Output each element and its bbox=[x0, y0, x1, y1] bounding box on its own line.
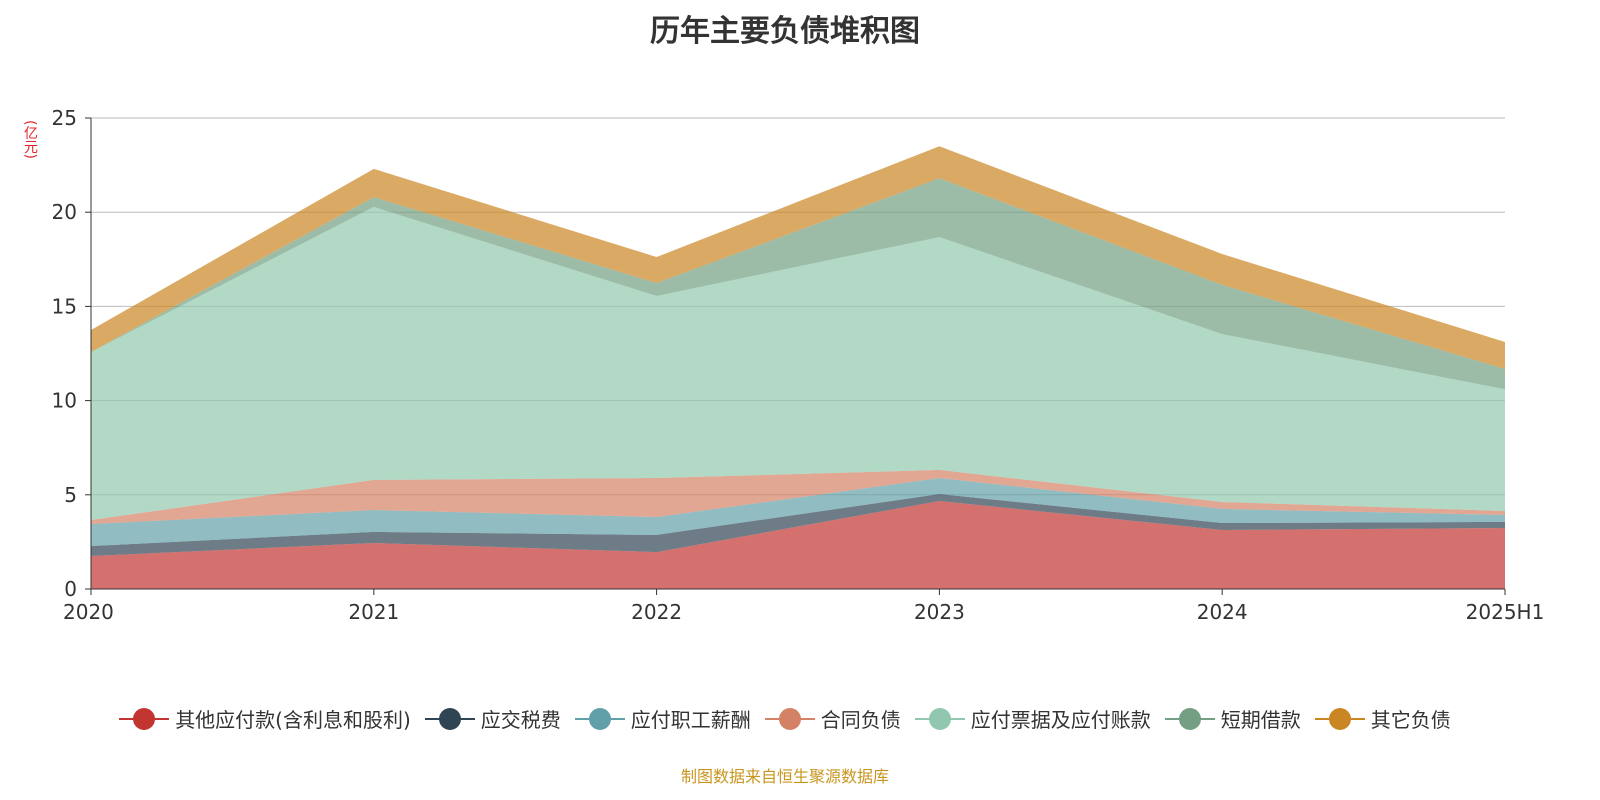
legend-item[interactable]: 其它负债 bbox=[1314, 704, 1451, 733]
legend-item[interactable]: 短期借款 bbox=[1164, 704, 1301, 733]
legend-label: 短期借款 bbox=[1220, 708, 1301, 732]
x-tick-label: 2022 bbox=[631, 600, 682, 624]
x-tick-label: 2025H1 bbox=[1466, 600, 1545, 624]
area-2 bbox=[91, 478, 1505, 547]
legend-marker-icon bbox=[119, 707, 170, 730]
legend-item[interactable]: 合同负债 bbox=[764, 704, 901, 733]
area-1 bbox=[91, 494, 1505, 557]
legend-marker-icon bbox=[1314, 707, 1365, 730]
stacked-area-chart: 0 5 10 15 20 25 2020 2021 2022 2023 2024 2025H1 bbox=[52, 106, 1545, 624]
y-tick-label: 0 bbox=[64, 577, 77, 601]
data-source-note: 制图数据来自恒生聚源数据库 bbox=[680, 767, 889, 786]
y-tick-label: 20 bbox=[52, 200, 77, 224]
legend-marker-icon bbox=[1164, 707, 1215, 730]
legend-marker-icon bbox=[574, 707, 625, 730]
legend-label: 合同负债 bbox=[820, 708, 901, 732]
legend-marker-icon bbox=[914, 707, 965, 730]
area-4 bbox=[91, 206, 1505, 521]
legend-label: 其它负债 bbox=[1370, 708, 1451, 732]
y-axis-unit-label: (亿元) bbox=[22, 120, 38, 159]
legend-label: 应交税费 bbox=[480, 708, 561, 732]
legend-label: 其他应付款(含利息和股利) bbox=[175, 708, 411, 732]
legend-marker-icon bbox=[424, 707, 475, 730]
legend-label: 应付职工薪酬 bbox=[630, 708, 751, 732]
legend-marker-icon bbox=[764, 707, 815, 730]
area-0 bbox=[91, 501, 1505, 589]
legend-item[interactable]: 应付职工薪酬 bbox=[574, 704, 751, 733]
chart-title: 历年主要负债堆积图 bbox=[650, 14, 920, 49]
y-tick-label: 25 bbox=[52, 106, 77, 130]
area-6 bbox=[91, 146, 1505, 369]
y-tick-label: 5 bbox=[64, 483, 77, 507]
area-3 bbox=[91, 469, 1505, 525]
legend-label: 应付票据及应付账款 bbox=[970, 708, 1151, 732]
x-tick-label: 2020 bbox=[63, 600, 114, 624]
y-tick-label: 15 bbox=[52, 294, 77, 318]
x-tick-label: 2024 bbox=[1197, 600, 1248, 624]
legend-item[interactable]: 其他应付款(含利息和股利) bbox=[119, 704, 411, 733]
legend-item[interactable]: 应交税费 bbox=[424, 704, 561, 733]
legend-item[interactable]: 应付票据及应付账款 bbox=[914, 704, 1151, 733]
x-tick-label: 2023 bbox=[914, 600, 965, 624]
x-tick-label: 2021 bbox=[348, 600, 399, 624]
y-tick-label: 10 bbox=[52, 389, 77, 413]
legend: 其他应付款(含利息和股利) 应交税费 应付职工薪酬 合同负债 应付票据及应付账款 短期借款… bbox=[0, 704, 1570, 733]
